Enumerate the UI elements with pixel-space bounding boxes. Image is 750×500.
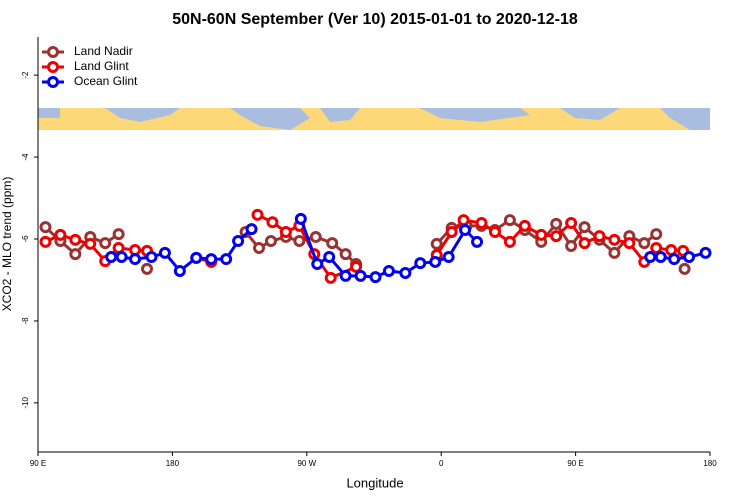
data-point	[565, 239, 578, 252]
data-point	[266, 216, 279, 229]
x-tick-label: 0	[439, 459, 444, 468]
data-point	[129, 253, 142, 266]
data-point	[550, 217, 563, 230]
data-point	[459, 223, 472, 236]
data-point	[326, 237, 339, 250]
data-point	[650, 242, 663, 255]
data-point	[518, 219, 531, 232]
data-point	[644, 251, 657, 264]
data-point	[488, 226, 501, 239]
data-point	[593, 230, 606, 243]
data-point	[399, 267, 412, 279]
data-point	[105, 251, 118, 264]
legend-marker	[47, 76, 59, 88]
chart-title: 50N-60N September (Ver 10) 2015-01-01 to…	[172, 11, 578, 28]
data-point	[445, 226, 458, 239]
data-point	[39, 235, 52, 248]
data-point	[414, 257, 427, 270]
x-tick-label: 90 W	[297, 459, 316, 468]
data-point	[279, 226, 292, 239]
data-point	[608, 233, 621, 246]
legend-marker	[47, 46, 59, 58]
data-point	[232, 235, 245, 248]
data-point	[471, 235, 484, 248]
data-point	[253, 242, 266, 255]
data-point	[578, 221, 591, 234]
data-point	[350, 260, 363, 273]
data-point	[220, 253, 233, 266]
data-point	[608, 246, 621, 259]
data-point	[535, 228, 548, 241]
legend-label: Land Glint	[74, 59, 129, 73]
y-tick-label: -8	[21, 317, 30, 325]
data-point	[84, 237, 97, 250]
data-point	[339, 269, 352, 282]
data-point	[442, 251, 455, 264]
data-point	[69, 248, 82, 261]
y-tick-label: -2	[21, 71, 30, 79]
data-point	[429, 255, 442, 268]
data-point	[69, 233, 82, 246]
data-point	[699, 246, 712, 259]
data-point	[668, 253, 681, 266]
data-point	[578, 237, 591, 250]
data-point	[650, 228, 663, 241]
data-point	[99, 237, 112, 250]
data-point	[475, 217, 488, 230]
data-point	[430, 237, 443, 250]
data-point	[369, 271, 382, 284]
map-ocean	[38, 108, 710, 130]
data-point	[678, 262, 691, 275]
data-point	[311, 257, 324, 270]
data-point	[323, 251, 336, 264]
data-point	[39, 221, 52, 234]
data-point	[339, 248, 352, 261]
data-point	[623, 237, 636, 250]
data-point	[112, 228, 125, 241]
data-point	[638, 237, 651, 250]
data-point	[205, 253, 218, 266]
data-point	[503, 235, 516, 248]
data-point	[54, 228, 67, 241]
data-point	[251, 208, 264, 221]
data-point	[503, 214, 516, 227]
y-tick-label: -6	[21, 235, 30, 243]
legend-marker	[47, 61, 59, 73]
data-point	[354, 269, 367, 282]
x-tick-label: 180	[166, 459, 180, 468]
data-point	[115, 251, 128, 264]
data-point	[683, 251, 696, 264]
data-point	[158, 246, 171, 259]
y-tick-label: -10	[21, 397, 30, 409]
x-tick-label: 90 E	[30, 459, 46, 468]
legend-label: Land Nadir	[74, 44, 133, 58]
data-point	[173, 264, 186, 277]
data-point	[293, 235, 306, 248]
data-point	[654, 251, 667, 264]
data-point	[457, 214, 470, 227]
data-point	[145, 251, 158, 264]
data-point	[264, 235, 277, 248]
x-tick-label: 90 E	[567, 459, 583, 468]
legend-label: Ocean Glint	[74, 74, 138, 88]
data-point	[245, 223, 258, 236]
data-point	[190, 251, 203, 264]
x-tick-label: 180	[703, 459, 717, 468]
map-band	[38, 108, 710, 130]
y-tick-label: -4	[21, 153, 30, 161]
data-point	[550, 230, 563, 243]
data-point	[565, 217, 578, 230]
data-point	[382, 264, 395, 277]
data-point	[141, 262, 154, 275]
data-point	[294, 212, 307, 225]
x-axis-label: Longitude	[346, 475, 403, 490]
data-point	[324, 271, 337, 284]
data-point	[309, 230, 322, 243]
y-axis-label: XCO2 - MLO trend (ppm)	[0, 177, 14, 312]
